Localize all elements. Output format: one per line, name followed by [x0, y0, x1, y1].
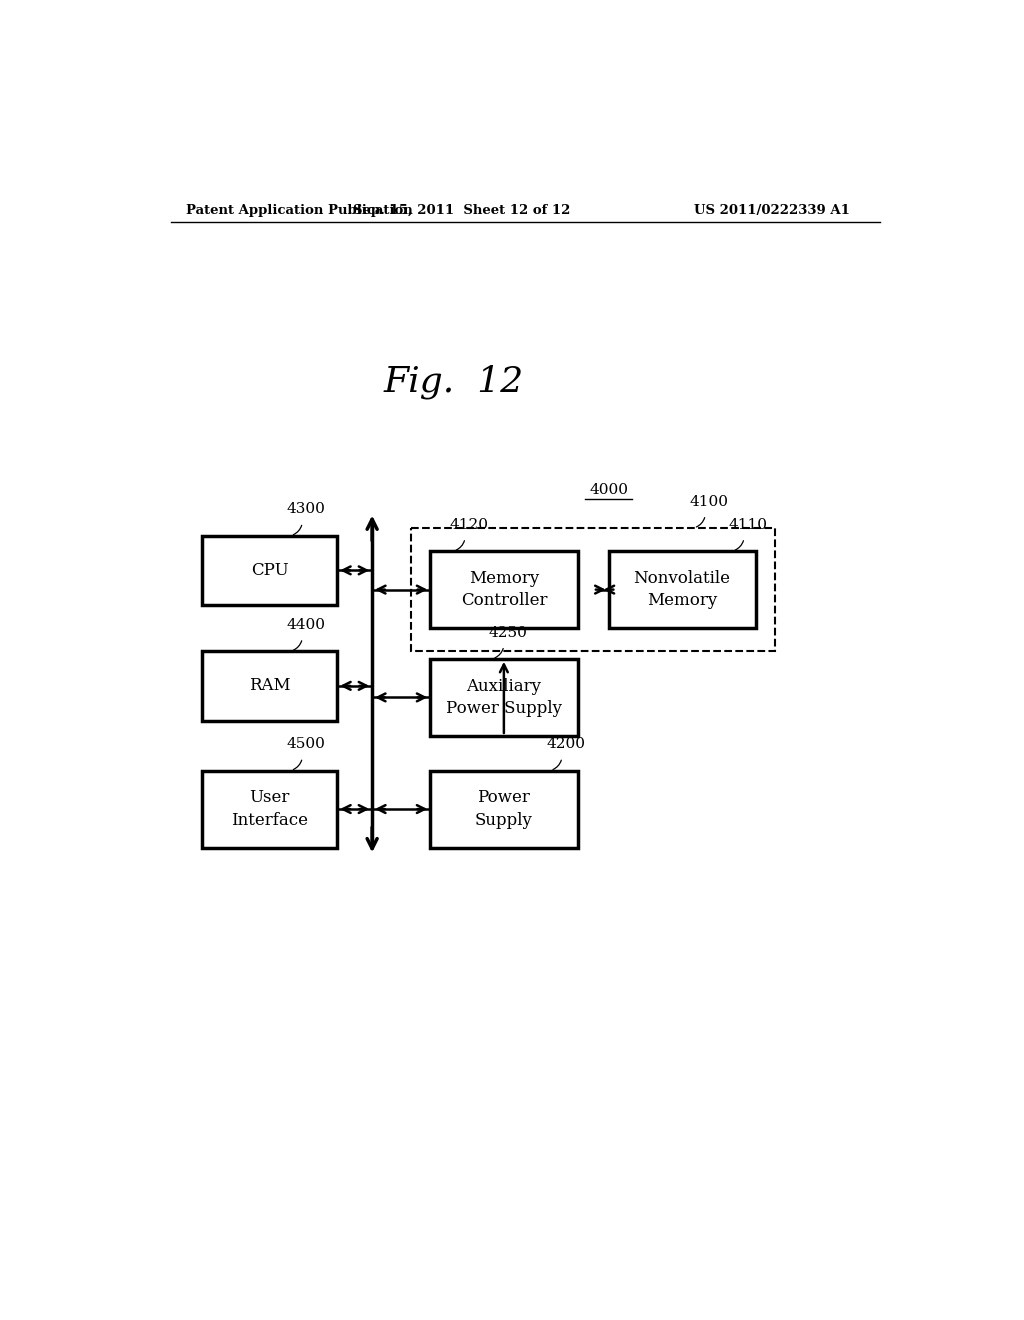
Text: Power
Supply: Power Supply	[475, 789, 532, 829]
Bar	[202, 771, 337, 847]
Text: 4100: 4100	[690, 495, 729, 508]
Text: Sep. 15, 2011  Sheet 12 of 12: Sep. 15, 2011 Sheet 12 of 12	[352, 205, 570, 218]
Bar	[202, 536, 337, 605]
Text: Auxiliary
Power Supply: Auxiliary Power Supply	[445, 677, 562, 717]
Bar	[430, 552, 578, 628]
Text: Memory
Controller: Memory Controller	[461, 570, 547, 610]
Text: Patent Application Publication: Patent Application Publication	[186, 205, 413, 218]
Text: 4120: 4120	[450, 517, 488, 532]
Text: 4000: 4000	[589, 483, 628, 498]
Bar	[202, 651, 337, 721]
Text: 4110: 4110	[728, 517, 768, 532]
Text: User
Interface: User Interface	[231, 789, 308, 829]
Text: Fig.  12: Fig. 12	[383, 364, 523, 399]
Text: CPU: CPU	[251, 562, 288, 579]
Bar	[608, 552, 756, 628]
Text: 4400: 4400	[287, 618, 326, 632]
Bar	[430, 659, 578, 737]
Text: RAM: RAM	[249, 677, 290, 694]
Text: 4500: 4500	[287, 738, 326, 751]
Bar	[430, 771, 578, 847]
Bar	[411, 528, 775, 651]
Text: Nonvolatile
Memory: Nonvolatile Memory	[634, 570, 731, 610]
Text: 4300: 4300	[287, 503, 326, 516]
Text: 4250: 4250	[488, 626, 527, 640]
Text: 4200: 4200	[547, 738, 586, 751]
Text: US 2011/0222339 A1: US 2011/0222339 A1	[693, 205, 850, 218]
